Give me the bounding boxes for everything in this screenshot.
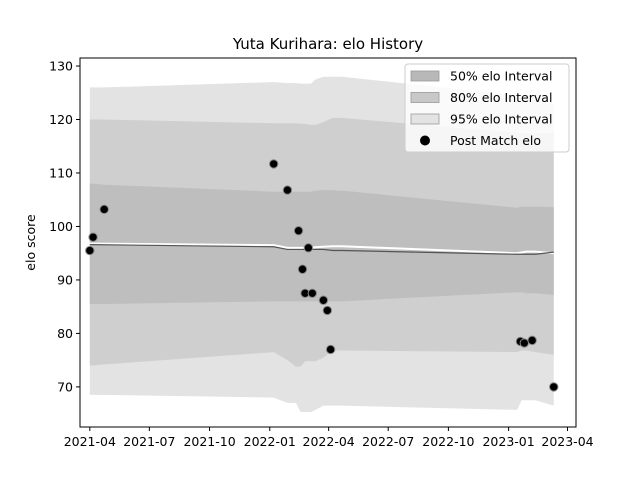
x-tick-label: 2022-10 [422, 434, 474, 449]
legend-point-swatch [420, 135, 430, 146]
post-match-point [318, 295, 329, 305]
post-match-point [85, 245, 95, 256]
x-tick-label: 2022-04 [303, 434, 355, 449]
x-tick-label: 2021-07 [123, 434, 175, 449]
y-tick-label: 80 [57, 326, 73, 341]
legend-box [404, 63, 570, 153]
x-axis-ticks: 2021-04 2021-07 2021-10 2022-01 2022-04 2022-… [64, 427, 594, 449]
post-match-point [307, 288, 317, 298]
y-tick-label: 130 [49, 59, 73, 74]
post-match-point [297, 264, 308, 274]
y-axis-ticks: 70 80 90 100 110 120 130 [49, 59, 80, 394]
legend-label: 95% elo Interval [450, 112, 552, 127]
legend-band80-swatch [410, 92, 440, 103]
legend-band50-swatch [410, 70, 440, 82]
chart-title: Yuta Kurihara: elo History [232, 35, 423, 53]
post-match-point [268, 159, 279, 169]
band-50-interval [89, 183, 554, 304]
y-tick-label: 90 [57, 272, 73, 287]
plot-area [85, 76, 559, 413]
x-tick-label: 2022-01 [244, 434, 296, 449]
post-match-point [527, 335, 537, 346]
post-match-point [519, 338, 530, 348]
legend-label: 50% elo Interval [450, 69, 552, 84]
y-tick-label: 70 [57, 379, 73, 394]
post-match-point [322, 305, 333, 316]
x-tick-label: 2021-04 [64, 434, 116, 449]
post-match-point [99, 204, 109, 215]
legend-label: 80% elo Interval [450, 90, 552, 105]
center-lines-group [89, 242, 554, 255]
median-elo-line [89, 244, 554, 255]
legend-label: Post Match elo [450, 133, 541, 148]
post-match-point [325, 344, 336, 355]
legend-items: 50% elo Interval 80% elo Interval 95% elo … [410, 69, 552, 148]
mean-elo-line [89, 242, 554, 255]
post-match-point [88, 232, 98, 242]
legend-band95-swatch [410, 113, 440, 125]
post-match-point [549, 382, 559, 392]
y-tick-label: 120 [49, 112, 73, 127]
band-50-group [89, 183, 554, 304]
axes-frame [79, 57, 577, 428]
x-tick-label: 2023-04 [541, 434, 593, 449]
y-tick-label: 100 [49, 219, 73, 234]
post-match-points-group [85, 159, 559, 392]
post-match-point [293, 226, 304, 236]
y-tick-label: 110 [49, 165, 73, 180]
post-match-point [303, 243, 314, 253]
x-tick-label: 2022-07 [362, 434, 414, 449]
x-tick-label: 2023-01 [482, 434, 534, 449]
y-axis-label: elo score [23, 214, 38, 271]
legend: 50% elo Interval 80% elo Interval 95% elo … [404, 63, 570, 153]
x-tick-label: 2021-10 [183, 434, 235, 449]
post-match-point [282, 185, 293, 195]
